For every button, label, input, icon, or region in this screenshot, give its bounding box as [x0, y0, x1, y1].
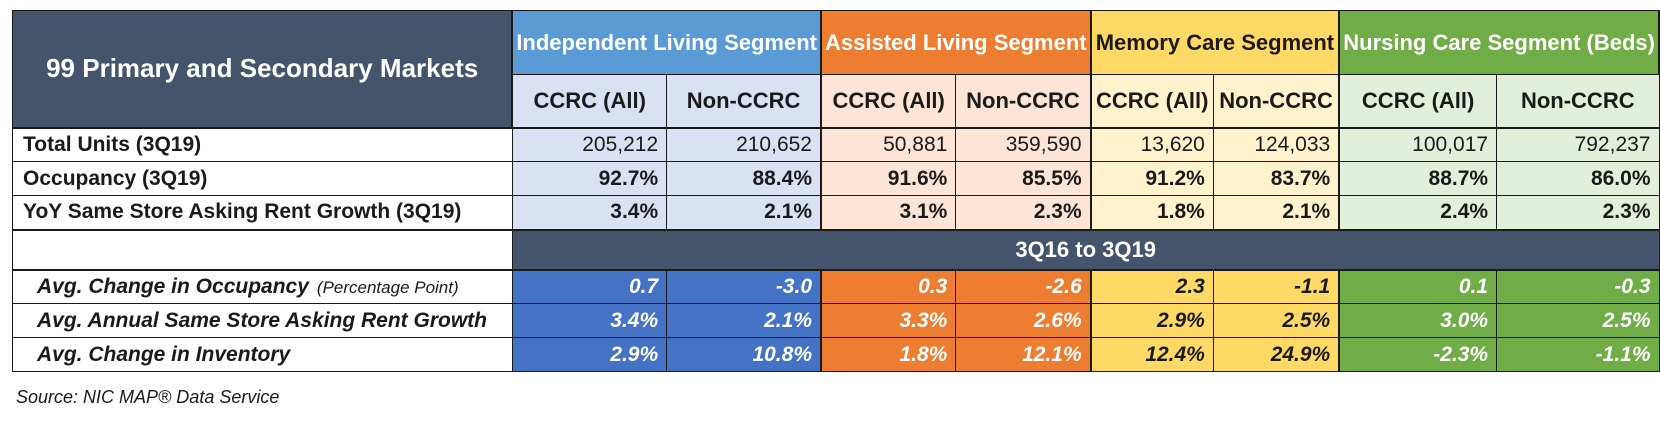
table-row: Avg. Change in Occupancy (Percentage Poin… — [12, 268, 1660, 304]
segment-header-nursing-care: Nursing Care Segment (Beds) — [1338, 10, 1660, 75]
row-label: Avg. Annual Same Store Asking Rent Growt… — [12, 303, 513, 338]
table-cell: -2.6 — [955, 268, 1092, 304]
subheader-il-non-ccrc: Non-CCRC — [666, 74, 823, 128]
table-cell: 50,881 — [820, 126, 957, 162]
row-label: YoY Same Store Asking Rent Growth (3Q19) — [12, 195, 513, 230]
table-cell: 85.5% — [955, 161, 1092, 196]
table-cell: -3.0 — [666, 268, 823, 304]
table-cell: -2.3% — [1338, 337, 1498, 372]
table-cell: 3.0% — [1338, 303, 1498, 338]
table-row: Avg. Change in Inventory 2.9% 10.8% 1.8%… — [12, 337, 1660, 372]
table-cell: -0.3 — [1496, 268, 1660, 304]
subheader-mc-ccrc: CCRC (All) — [1090, 74, 1214, 128]
table-cell: 10.8% — [666, 337, 823, 372]
table-cell: 3.3% — [820, 303, 957, 338]
table-cell: 2.9% — [511, 337, 668, 372]
table-cell: 100,017 — [1338, 126, 1498, 162]
table-cell: 2.5% — [1212, 303, 1341, 338]
row-label: Occupancy (3Q19) — [12, 161, 513, 196]
segment-header-assisted-living: Assisted Living Segment — [820, 10, 1092, 75]
table-cell: 24.9% — [1212, 337, 1341, 372]
segment-header-memory-care: Memory Care Segment — [1090, 10, 1341, 75]
subheader-nc-ccrc: CCRC (All) — [1338, 74, 1498, 128]
table-cell: 92.7% — [511, 161, 668, 196]
table-cell: 88.7% — [1338, 161, 1498, 196]
table-cell: 86.0% — [1496, 161, 1660, 196]
table-cell: 2.3% — [1496, 195, 1660, 230]
row-label-note: (Percentage Point) — [316, 277, 459, 297]
period-band: 3Q16 to 3Q19 — [511, 228, 1660, 270]
table-cell: 0.1 — [1338, 268, 1498, 304]
table-cell: 210,652 — [666, 126, 823, 162]
table-cell: 2.4% — [1338, 195, 1498, 230]
subheader-nc-non-ccrc: Non-CCRC — [1496, 74, 1660, 128]
table-cell: 205,212 — [511, 126, 668, 162]
table-cell: 124,033 — [1212, 126, 1341, 162]
row-label-text: Avg. Change in Occupancy — [37, 274, 309, 298]
subheader-il-ccrc: CCRC (All) — [511, 74, 668, 128]
table-cell: 359,590 — [955, 126, 1092, 162]
market-table-wrapper: 99 Primary and Secondary Markets Indepen… — [12, 10, 1660, 372]
table-cell: 2.3 — [1090, 268, 1214, 304]
table-cell: 0.7 — [511, 268, 668, 304]
table-row: Avg. Annual Same Store Asking Rent Growt… — [12, 303, 1660, 338]
table-cell: 3.4% — [511, 195, 668, 230]
market-table: 99 Primary and Secondary Markets Indepen… — [12, 10, 1660, 372]
segment-header-independent-living: Independent Living Segment — [511, 10, 822, 75]
table-cell: -1.1 — [1212, 268, 1341, 304]
subheader-al-non-ccrc: Non-CCRC — [955, 74, 1092, 128]
table-cell: 13,620 — [1090, 126, 1214, 162]
table-title: 99 Primary and Secondary Markets — [12, 10, 514, 128]
table-row: YoY Same Store Asking Rent Growth (3Q19)… — [12, 195, 1660, 230]
subheader-mc-non-ccrc: Non-CCRC — [1212, 74, 1341, 128]
period-band-spacer — [12, 228, 513, 270]
table-cell: 88.4% — [666, 161, 823, 196]
source-note: Source: NIC MAP® Data Service — [16, 387, 280, 407]
row-label: Avg. Change in Occupancy (Percentage Poin… — [12, 268, 513, 304]
table-cell: 2.3% — [955, 195, 1092, 230]
table-cell: 91.6% — [820, 161, 957, 196]
subheader-al-ccrc: CCRC (All) — [820, 74, 957, 128]
table-cell: 1.8% — [820, 337, 957, 372]
table-cell: 2.9% — [1090, 303, 1214, 338]
table-row: Occupancy (3Q19) 92.7% 88.4% 91.6% 85.5%… — [12, 161, 1660, 196]
table-cell: 1.8% — [1090, 195, 1214, 230]
table-cell: 792,237 — [1496, 126, 1660, 162]
table-cell: -1.1% — [1496, 337, 1660, 372]
table-cell: 2.1% — [1212, 195, 1341, 230]
table-cell: 12.1% — [955, 337, 1092, 372]
row-label: Total Units (3Q19) — [12, 126, 513, 162]
table-cell: 3.1% — [820, 195, 957, 230]
table-cell: 2.6% — [955, 303, 1092, 338]
table-cell: 0.3 — [820, 268, 957, 304]
table-cell: 2.5% — [1496, 303, 1660, 338]
table-cell: 3.4% — [511, 303, 668, 338]
table-row: Total Units (3Q19) 205,212 210,652 50,88… — [12, 126, 1660, 162]
period-band-row: 3Q16 to 3Q19 — [12, 228, 1660, 270]
table-cell: 2.1% — [666, 195, 823, 230]
table-cell: 12.4% — [1090, 337, 1214, 372]
table-cell: 91.2% — [1090, 161, 1214, 196]
row-label: Avg. Change in Inventory — [12, 337, 513, 372]
table-cell: 2.1% — [666, 303, 823, 338]
table-cell: 83.7% — [1212, 161, 1341, 196]
